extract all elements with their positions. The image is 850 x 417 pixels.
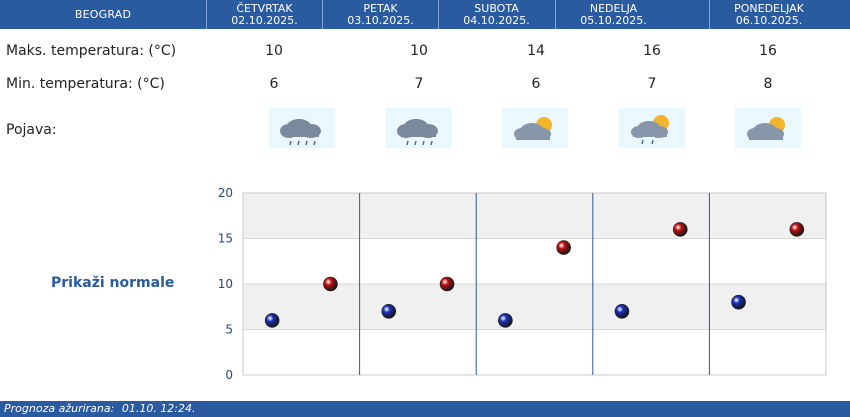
max-temp-label: Maks. temperatura: (°C) — [6, 43, 177, 59]
min-temp-value: 7 — [647, 76, 657, 92]
temperature-chart: 0 5 10 15 20 — [218, 186, 827, 382]
min-temp-point — [498, 313, 513, 328]
day-name: NEDELJA — [589, 1, 638, 15]
max-temp-point — [672, 222, 688, 237]
weather-icon-day-1 — [269, 108, 335, 148]
partly-cloudy-sun-icon — [747, 117, 785, 140]
min-temp-label: Min. temperatura: (°C) — [6, 76, 165, 92]
day-header-4: NEDELJA 05.10.2025. — [555, 0, 671, 29]
forecast-updated-label: Prognoza ažurirana: — [4, 402, 115, 415]
plot-band — [243, 284, 826, 330]
header-bar — [0, 0, 850, 29]
day-date: 04.10.2025. — [463, 13, 530, 27]
cloud-rain-icon — [397, 119, 438, 146]
max-temp-point — [439, 276, 455, 292]
phenomenon-label: Pojava: — [6, 122, 57, 138]
weather-icon-day-3 — [502, 108, 568, 148]
y-tick-label: 20 — [218, 186, 233, 200]
min-temp-point — [381, 303, 397, 319]
max-temp-value: 10 — [410, 43, 428, 59]
y-tick-label: 5 — [225, 323, 233, 337]
footer-bar: Prognoza ažurirana: 01.10. 12:24. — [0, 401, 850, 417]
max-temp-value: 16 — [643, 43, 661, 59]
min-temp-value: 6 — [531, 76, 541, 92]
min-temp-value: 6 — [269, 76, 279, 92]
plot-border — [242, 192, 827, 376]
min-temp-point — [614, 303, 630, 319]
day-date: 03.10.2025. — [347, 13, 414, 27]
y-tick-label: 10 — [218, 277, 233, 291]
max-temp-value: 16 — [759, 43, 777, 59]
weather-icon-day-2 — [386, 108, 452, 148]
day-header-2: PETAK 03.10.2025. — [322, 0, 438, 29]
day-date: 05.10.2025. — [580, 13, 647, 27]
day-header-5: PONEDELJAK 06.10.2025. — [709, 0, 828, 29]
plot-band — [243, 238, 826, 284]
day-date: 02.10.2025. — [231, 13, 298, 27]
day-date: 06.10.2025. — [735, 13, 803, 27]
cloud-rain-icon — [280, 119, 321, 146]
day-name: PETAK — [363, 1, 398, 15]
day-name: PONEDELJAK — [734, 1, 804, 15]
partly-cloudy-sun-icon — [514, 117, 552, 140]
weather-icon-day-4 — [619, 108, 685, 148]
max-temp-point — [556, 240, 571, 255]
plot-band — [243, 329, 826, 375]
day-header-3: SUBOTA 04.10.2025. — [438, 0, 554, 29]
forecast-updated-time: 01.10. 12:24. — [121, 402, 196, 415]
day-name: SUBOTA — [474, 1, 519, 15]
y-tick-label: 0 — [225, 368, 233, 382]
min-temp-point — [731, 294, 746, 310]
show-normals-link[interactable]: Prikaži normale — [51, 275, 175, 291]
partly-cloudy-sun-rain-icon — [631, 115, 669, 145]
plot-band — [243, 193, 826, 239]
max-temp-value: 10 — [265, 43, 283, 59]
min-temp-value: 7 — [414, 76, 424, 92]
city-name: BEOGRAD — [74, 8, 132, 21]
y-tick-label: 15 — [218, 232, 233, 246]
min-temp-point — [264, 313, 280, 328]
max-temp-point — [789, 222, 805, 237]
min-temp-value: 8 — [763, 76, 773, 92]
max-temp-point — [323, 276, 338, 292]
max-temp-value: 14 — [527, 43, 545, 59]
day-name: ČETVRTAK — [236, 1, 293, 15]
weather-icon-day-5 — [735, 108, 801, 148]
day-header-1: ČETVRTAK 02.10.2025. — [206, 0, 322, 29]
